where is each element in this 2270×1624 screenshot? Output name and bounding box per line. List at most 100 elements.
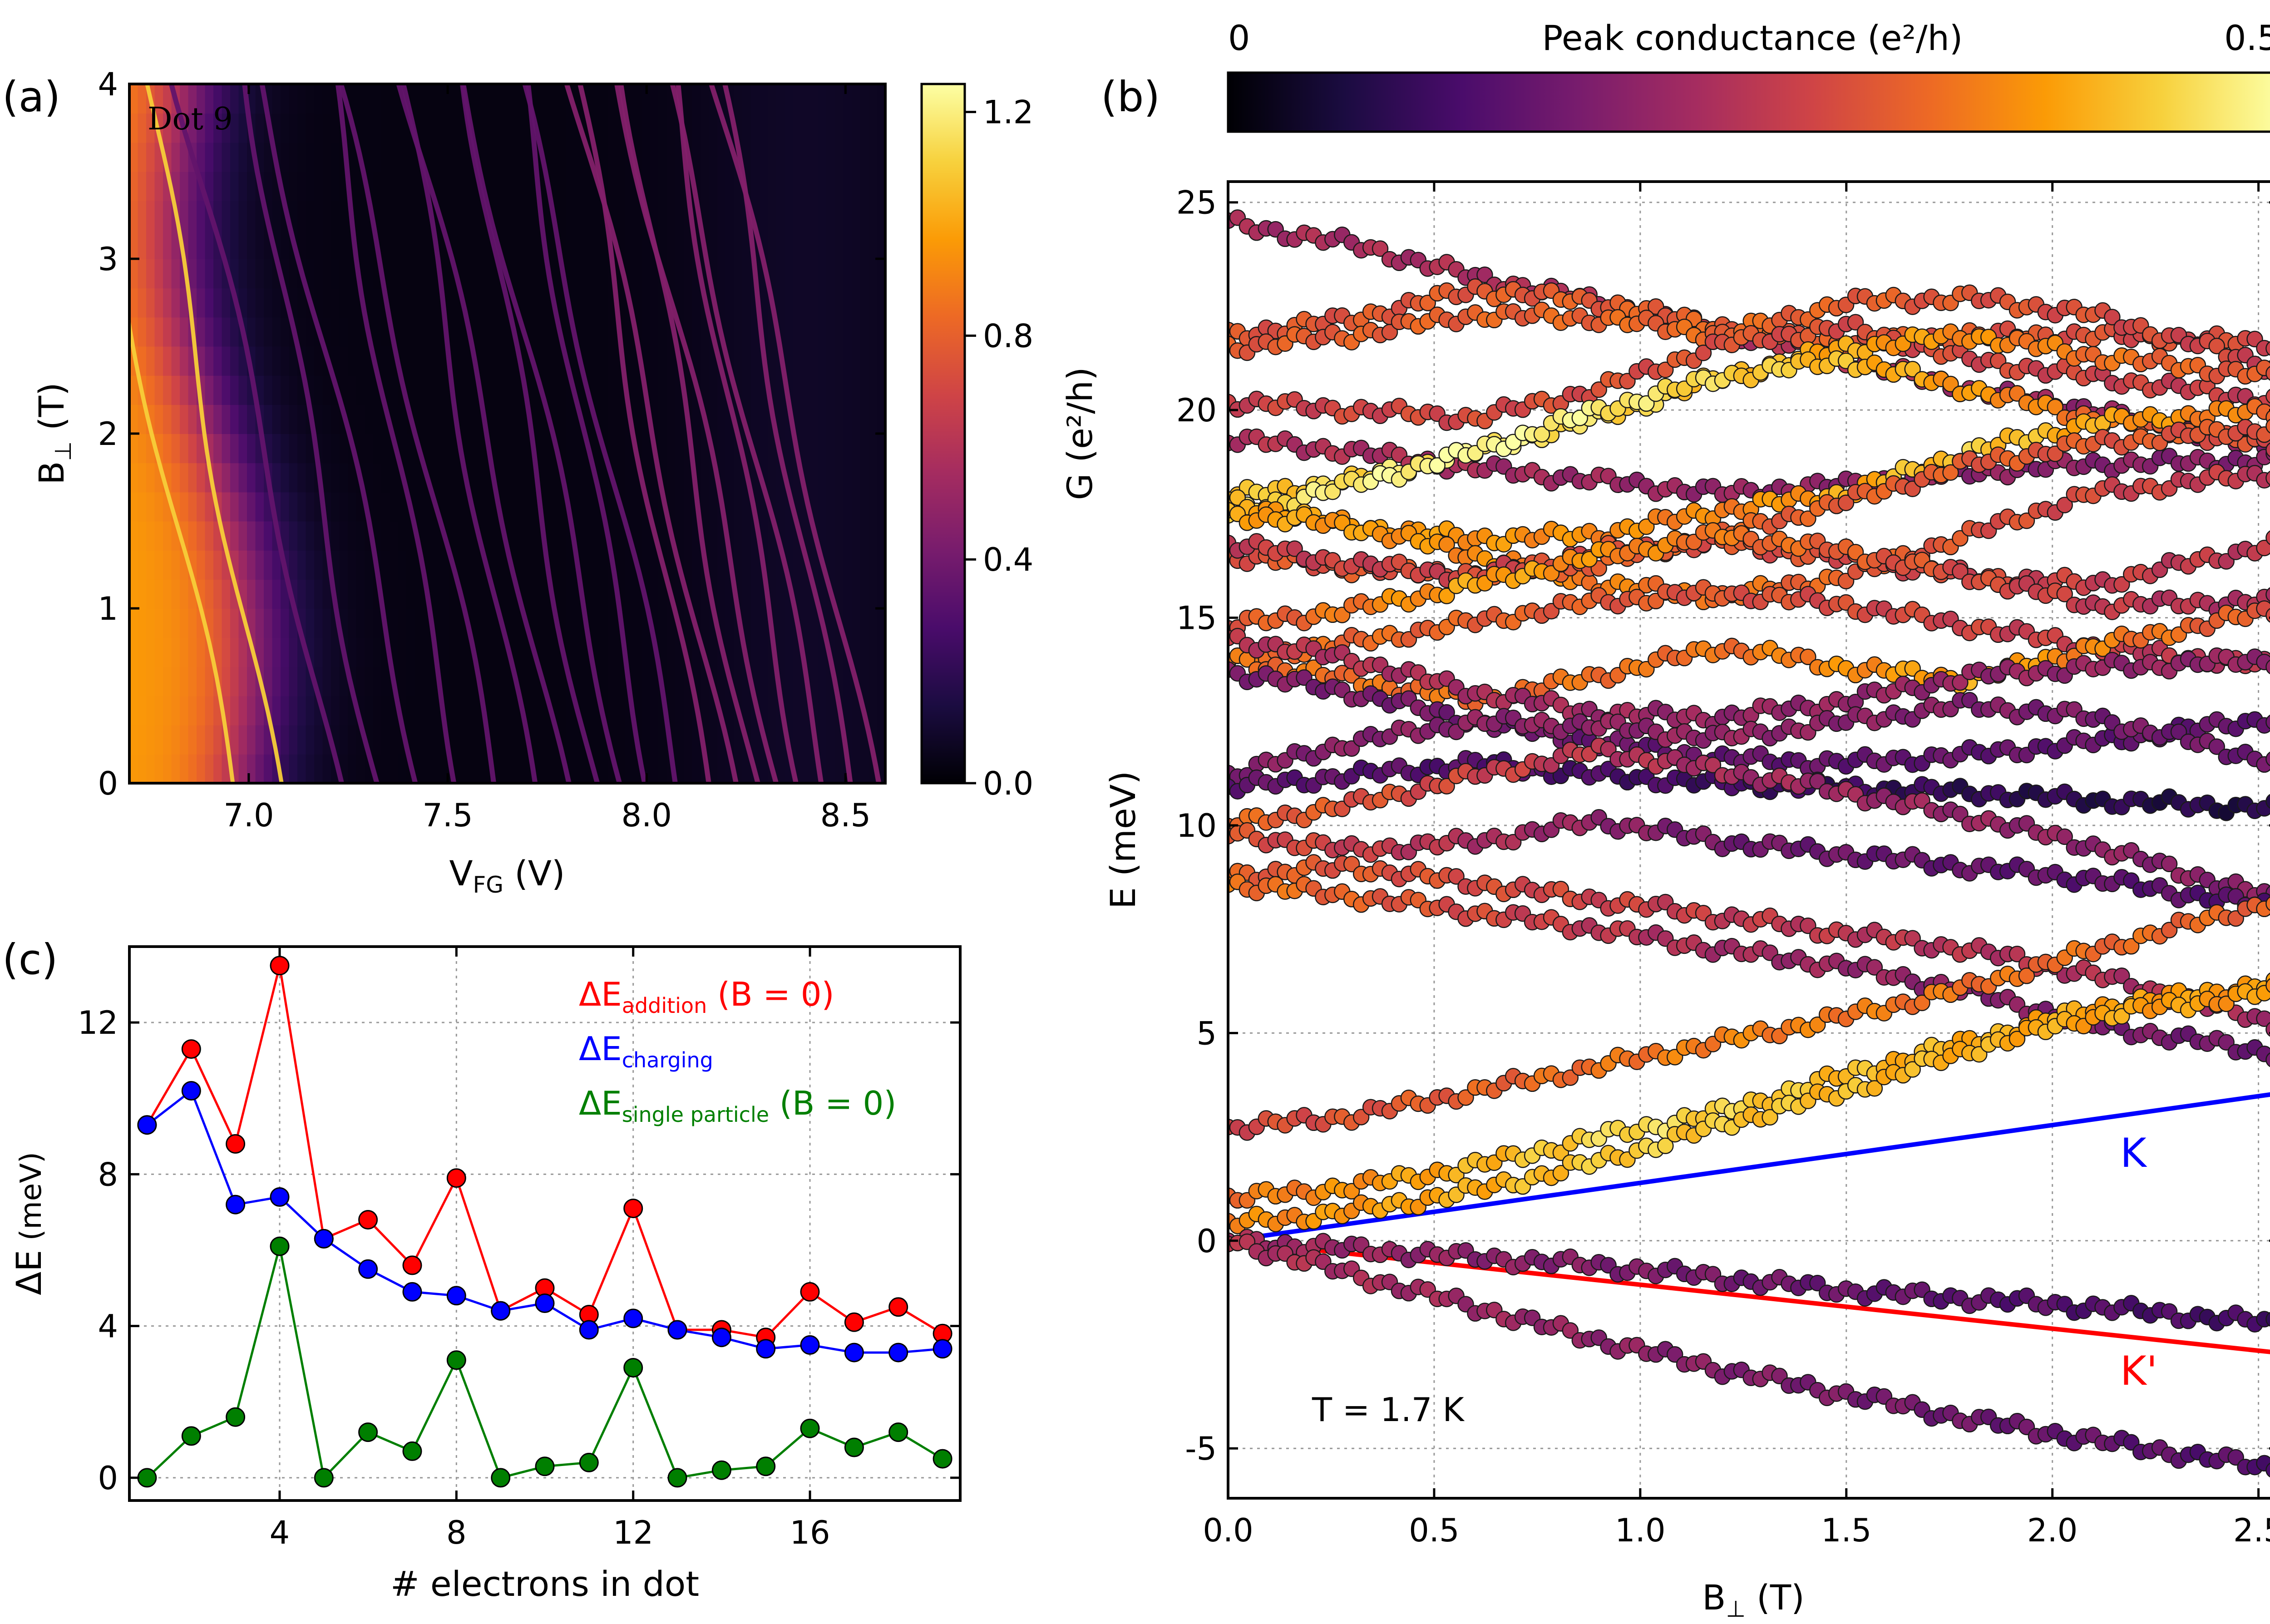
heatmap-cell xyxy=(222,142,231,172)
heatmap-cell xyxy=(751,404,760,434)
heatmap-cell xyxy=(524,259,533,289)
heatmap-cell xyxy=(432,463,441,493)
heatmap-cell xyxy=(171,259,180,289)
heatmap-cell xyxy=(474,754,483,783)
heatmap-cell xyxy=(877,463,885,493)
heatmap-cell xyxy=(818,579,827,609)
heatmap-cell xyxy=(818,317,827,347)
heatmap-cell xyxy=(230,492,239,522)
heatmap-cell xyxy=(171,434,180,464)
heatmap-cell xyxy=(213,375,222,405)
scatter-point xyxy=(1942,464,1959,481)
heatmap-cell xyxy=(658,84,667,114)
heatmap-cell xyxy=(742,696,751,726)
heatmap-cell xyxy=(600,637,609,667)
heatmap-cell xyxy=(533,550,542,580)
heatmap-cell xyxy=(684,550,693,580)
heatmap-cell xyxy=(558,142,567,172)
heatmap-cell xyxy=(701,608,710,638)
heatmap-cell xyxy=(398,229,407,259)
heatmap-cell xyxy=(163,608,172,638)
heatmap-cell xyxy=(205,725,214,755)
heatmap-cell xyxy=(188,492,197,522)
heatmap-cell xyxy=(449,696,458,726)
heatmap-cell xyxy=(751,375,760,405)
heatmap-cell xyxy=(877,666,885,696)
heatmap-cell xyxy=(482,259,491,289)
heatmap-cell xyxy=(440,463,449,493)
heatmap-cell xyxy=(625,229,634,259)
heatmap-cell xyxy=(490,725,499,755)
heatmap-cell xyxy=(238,463,247,493)
heatmap-cell xyxy=(457,346,466,376)
heatmap-cell xyxy=(507,492,516,522)
heatmap-cell xyxy=(490,171,499,201)
heatmap-cell xyxy=(642,84,651,114)
heatmap-cell xyxy=(289,725,298,755)
heatmap-cell xyxy=(331,492,340,522)
heatmap-cell xyxy=(533,404,542,434)
heatmap-cell xyxy=(440,550,449,580)
colorbar-a-ticks: 0.00.40.81.2 xyxy=(965,94,1033,802)
heatmap-cell xyxy=(650,579,659,609)
heatmap-cell xyxy=(188,725,197,755)
heatmap-cell xyxy=(574,200,583,230)
heatmap-cell xyxy=(818,725,827,755)
heatmap-cell xyxy=(348,637,357,667)
heatmap-cell xyxy=(138,434,147,464)
heatmap-cell xyxy=(129,288,138,318)
heatmap-cell xyxy=(843,608,852,638)
coulomb-peak-line xyxy=(145,84,284,783)
heatmap-cell xyxy=(499,317,508,347)
heatmap-cell xyxy=(608,608,617,638)
heatmap-cell xyxy=(717,142,726,172)
heatmap-cell xyxy=(768,171,777,201)
heatmap-cell xyxy=(281,346,290,376)
scatter-point xyxy=(1952,530,1969,547)
scatter-point xyxy=(2047,399,2064,415)
heatmap-cell xyxy=(725,463,735,493)
heatmap-cell xyxy=(516,200,525,230)
heatmap-cell xyxy=(541,84,550,114)
heatmap-cell xyxy=(600,142,609,172)
heatmap-cell xyxy=(247,550,256,580)
heatmap-cell xyxy=(658,317,667,347)
heatmap-cell xyxy=(852,608,861,638)
heatmap-cell xyxy=(154,754,163,783)
heatmap-cell xyxy=(197,288,206,318)
heatmap-cell xyxy=(809,142,819,172)
heatmap-cell xyxy=(852,550,861,580)
heatmap-cell xyxy=(381,550,390,580)
heatmap-cell xyxy=(617,463,626,493)
heatmap-cell xyxy=(826,142,835,172)
heatmap-cell xyxy=(776,84,785,114)
heatmap-cell xyxy=(734,200,743,230)
heatmap-cell xyxy=(785,608,794,638)
heatmap-cell xyxy=(675,259,684,289)
heatmap-cell xyxy=(365,637,374,667)
heatmap-cell xyxy=(222,84,231,114)
heatmap-cell xyxy=(742,608,751,638)
heatmap-cell xyxy=(406,375,415,405)
heatmap-cell xyxy=(281,113,290,143)
heatmap-cell xyxy=(860,375,869,405)
heatmap-cell xyxy=(482,288,491,318)
heatmap-cell xyxy=(701,463,710,493)
heatmap-cell xyxy=(524,200,533,230)
heatmap-cell xyxy=(238,696,247,726)
heatmap-cell xyxy=(129,375,138,405)
heatmap-cell xyxy=(289,492,298,522)
heatmap-cell xyxy=(490,696,499,726)
heatmap-cell xyxy=(725,317,735,347)
heatmap-cell xyxy=(709,375,718,405)
heatmap-cell xyxy=(322,84,331,114)
heatmap-cell xyxy=(247,579,256,609)
heatmap-cell xyxy=(171,346,180,376)
heatmap-cell xyxy=(180,142,189,172)
heatmap-cell xyxy=(709,521,718,551)
heatmap-cell xyxy=(843,171,852,201)
heatmap-cell xyxy=(717,200,726,230)
heatmap-cell xyxy=(188,171,197,201)
heatmap-cell xyxy=(213,346,222,376)
